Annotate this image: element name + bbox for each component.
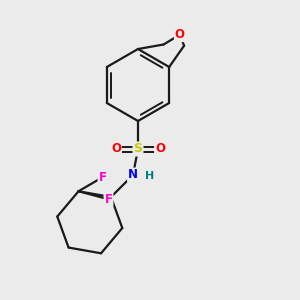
Text: O: O: [155, 142, 165, 155]
Text: S: S: [134, 142, 142, 155]
Text: O: O: [111, 142, 121, 155]
Text: N: N: [128, 169, 138, 182]
Text: H: H: [146, 171, 154, 181]
Text: O: O: [175, 28, 185, 41]
Text: F: F: [104, 193, 112, 206]
Text: F: F: [98, 171, 106, 184]
